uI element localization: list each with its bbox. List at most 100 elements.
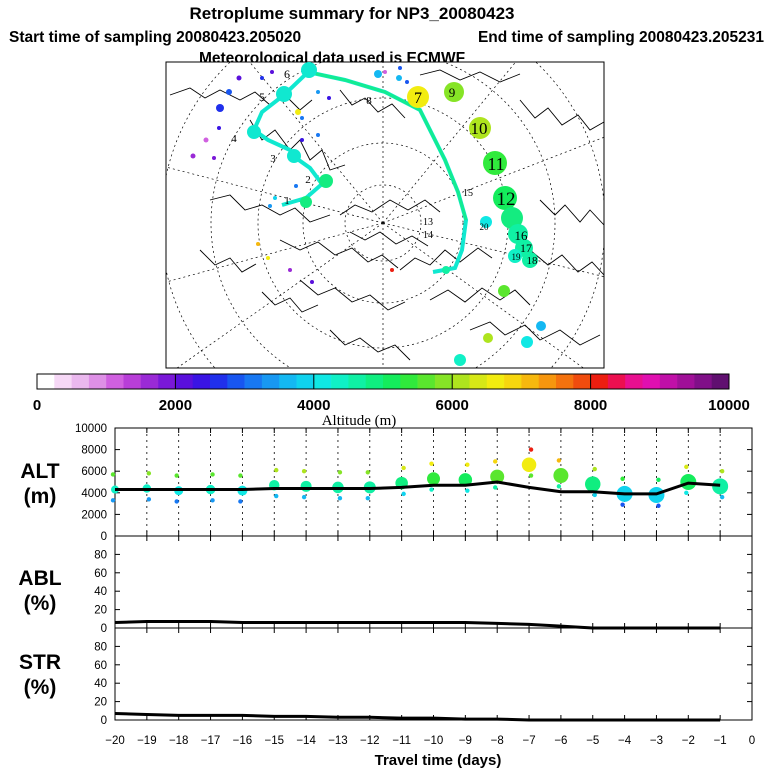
alt-cluster-point (521, 457, 537, 472)
x-tick-label: 0 (749, 735, 755, 747)
map-cluster-13 (501, 207, 523, 229)
map-cluster-extra-2 (483, 333, 493, 343)
panel-ylabel: STR (19, 651, 61, 674)
colorbar-swatch (54, 374, 72, 389)
x-tick-label: −8 (491, 735, 504, 747)
colorbar-swatch (504, 374, 522, 389)
colorbar-label: Altitude (m) (322, 413, 397, 429)
altitude-colorbar: 0 2000 4000 6000 8000 10000 (33, 373, 750, 414)
colorbar-swatch (573, 374, 591, 389)
x-tick-label: −1 (714, 735, 727, 747)
colorbar-swatch (417, 374, 436, 389)
alt-cluster-small (528, 447, 534, 452)
x-tick-label: −9 (459, 735, 472, 747)
alt-cluster-small (274, 493, 279, 499)
map-cluster-extra-4 (536, 321, 546, 331)
map-cluster-2 (319, 174, 333, 188)
colorbar-swatch (659, 374, 678, 389)
map-day-3: 3 (270, 153, 276, 165)
map-cluster-extra-7 (374, 70, 382, 78)
y-tick-label: 0 (101, 531, 107, 543)
map-day-15: 15 (463, 188, 473, 199)
abl-line (114, 620, 721, 630)
map-cluster-extra-8 (396, 75, 402, 81)
map-day-10: 10 (471, 119, 488, 138)
x-tick-label: −4 (618, 735, 632, 747)
alt-cluster-small (684, 490, 689, 495)
x-tick-label: −5 (586, 735, 599, 747)
colorbar-swatch (642, 374, 661, 389)
x-tick-label: −18 (169, 735, 189, 747)
y-tick-label: 60 (94, 568, 107, 580)
y-tick-label: 60 (94, 660, 107, 672)
alt-cluster-small (656, 503, 661, 508)
y-tick-label: 20 (94, 605, 107, 617)
alt-cluster-point (490, 469, 505, 484)
colorbar-swatch (158, 374, 176, 389)
map-day-12: 12 (497, 189, 516, 210)
map-day-1: 1 (284, 195, 290, 207)
figure-title: Retroplume summary for NP3_20080423 (189, 4, 514, 23)
str-line (114, 712, 721, 722)
colorbar-tick-label: 0 (33, 397, 41, 414)
map-scatter-dots (190, 66, 409, 284)
map-day-7: 7 (414, 90, 422, 107)
alt-cluster-small (301, 469, 307, 474)
colorbar-swatch (521, 374, 539, 389)
map-cluster-16 (508, 224, 528, 244)
x-tick-label: −20 (105, 735, 125, 747)
colorbar-swatch (296, 374, 315, 389)
x-tick-label: −7 (522, 735, 535, 747)
alt-cluster-small (301, 494, 307, 500)
alt-cluster-small (110, 472, 116, 477)
colorbar-swatch (538, 374, 557, 389)
alt-cluster-small (592, 466, 597, 472)
y-tick-label: 80 (94, 641, 107, 653)
alt-cluster-small (365, 470, 370, 475)
alt-cluster-small (110, 498, 116, 503)
alt-cluster-small (210, 498, 215, 503)
colorbar-tick-label: 4000 (297, 397, 330, 414)
map-day-labels: 1 2 3 4 5 6 7 8 9 10 11 12 13 14 15 16 1… (231, 67, 538, 267)
x-tick-label: −17 (201, 735, 221, 747)
map-cluster-19 (508, 249, 522, 263)
colorbar-swatch (227, 374, 245, 389)
colorbar-swatch (677, 374, 695, 389)
alt-cluster-small (620, 476, 625, 481)
colorbar-swatch (711, 374, 730, 389)
x-tick-label: −3 (650, 735, 663, 747)
alt-cluster-small (146, 471, 152, 476)
map-day-5: 5 (259, 90, 265, 104)
map-cluster-5 (276, 86, 292, 102)
alt-cluster-small (429, 461, 434, 466)
map-cluster-6 (301, 62, 317, 78)
x-tick-label: −19 (137, 735, 157, 747)
alt-cluster-small (719, 469, 725, 474)
colorbar-tick-label: 10000 (708, 397, 750, 414)
alt-cluster-small (174, 473, 179, 478)
colorbar-tick-label: 2000 (159, 397, 192, 414)
panel-frame (114, 627, 753, 721)
map-cluster-7 (407, 86, 429, 108)
colorbar-swatch (88, 374, 107, 389)
alt-cluster-small (337, 470, 343, 475)
map-day-4: 4 (231, 133, 237, 145)
panel-ylabel: ALT (20, 460, 59, 483)
map-cluster-4 (247, 125, 261, 139)
alt-cluster-small (365, 496, 370, 501)
y-tick-label: 0 (101, 715, 107, 727)
map-day-18: 18 (527, 255, 539, 267)
map-cluster-extra-3 (521, 336, 533, 348)
colorbar-swatch (348, 374, 366, 389)
x-axis: −20 −19 −18 −17 −16 −15 −14 −13 −12 −11 −10 −9 −8 −7−… (105, 735, 755, 747)
alt-cluster-point (300, 480, 312, 492)
end-time-label: End time of sampling 20080423.205231 (478, 29, 764, 46)
alt-cluster-small (592, 492, 597, 498)
polar-map: 1 2 3 4 5 6 7 8 9 10 11 12 13 14 15 16 1… (165, 61, 605, 369)
alt-cluster-small (401, 465, 406, 471)
map-clusters (247, 62, 546, 366)
alt-panel: ALT(m) 0 2000 4000 6000 8000 10000 (20, 423, 753, 543)
alt-cluster-small (493, 485, 498, 490)
colorbar-swatch (694, 374, 712, 389)
x-tick-label: −6 (554, 735, 567, 747)
